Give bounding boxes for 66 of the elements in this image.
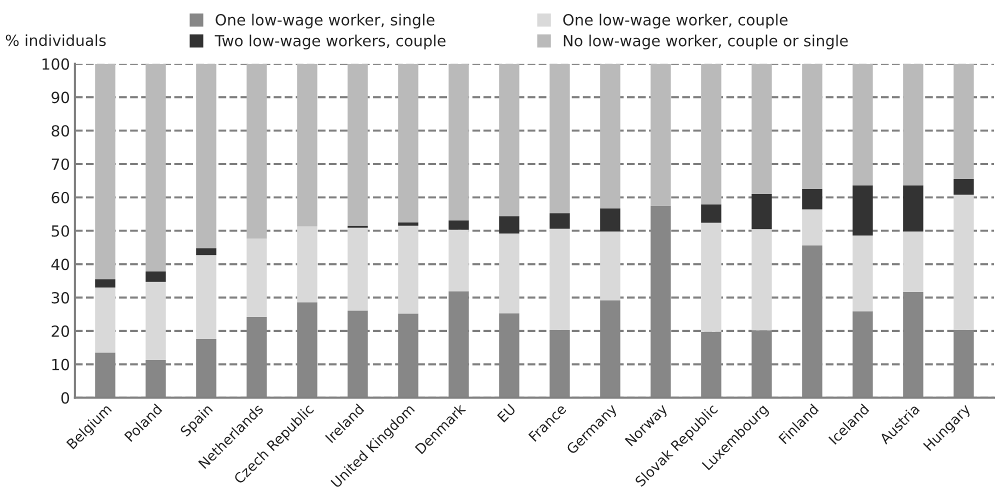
bar [196, 248, 216, 256]
bar [903, 231, 924, 292]
y-tick-label: 20 [52, 325, 70, 337]
bar [852, 235, 873, 312]
bar [600, 64, 620, 208]
bar [903, 185, 924, 232]
bar [499, 216, 520, 234]
bar [95, 64, 116, 280]
legend-label: One low-wage worker, couple [563, 14, 788, 29]
y-tick-label: 40 [51, 258, 70, 270]
bar [297, 64, 318, 226]
bar [752, 64, 772, 194]
bar [852, 185, 873, 236]
y-tick-label: 80 [52, 125, 70, 137]
bar [550, 228, 570, 330]
y-tick-label: 30 [52, 292, 70, 304]
bar [600, 231, 620, 300]
bar [802, 209, 822, 246]
bar [752, 194, 772, 230]
y-tick-label: 10 [52, 358, 70, 370]
bar [852, 64, 873, 186]
bar [398, 226, 418, 314]
bar [954, 194, 974, 330]
bar [348, 228, 368, 311]
bar [146, 282, 166, 360]
x-tick-label: EU [497, 404, 516, 423]
bar [802, 189, 822, 210]
bar [448, 64, 469, 220]
bar [297, 226, 318, 302]
y-tick-label: 70 [52, 158, 70, 170]
legend-label: One low-wage worker, single [216, 14, 434, 29]
bar [246, 64, 267, 238]
y-tick-label: 0 [61, 392, 70, 404]
bar [701, 204, 722, 223]
legend-label: No low-wage worker, couple or single [564, 34, 848, 50]
bar [650, 64, 671, 206]
bar [752, 229, 772, 330]
bar [550, 64, 570, 214]
bar [550, 213, 570, 229]
bar [95, 288, 116, 353]
bar [954, 64, 974, 180]
bar [701, 64, 722, 204]
y-axis-title: % individuals [6, 34, 106, 46]
bar [701, 222, 722, 332]
y-tick-label: 50 [52, 225, 70, 237]
bar [499, 64, 520, 216]
bar [448, 230, 469, 292]
bar [95, 279, 116, 288]
y-tick-label: 100 [42, 58, 70, 70]
bar [398, 222, 418, 226]
bar [246, 238, 267, 317]
legend-label: Two low-wage workers, couple [214, 34, 446, 50]
y-tick-label: 90 [52, 92, 70, 104]
bar [499, 233, 520, 314]
bar [348, 64, 368, 226]
bar [600, 208, 620, 232]
bar [903, 64, 924, 186]
y-tick-label: 60 [52, 192, 70, 204]
bar [398, 64, 418, 222]
bar [146, 272, 166, 282]
bar [196, 255, 216, 339]
bar [448, 220, 469, 230]
bar [196, 64, 216, 248]
bar [146, 64, 166, 272]
bar [802, 64, 822, 190]
bar [954, 179, 974, 195]
